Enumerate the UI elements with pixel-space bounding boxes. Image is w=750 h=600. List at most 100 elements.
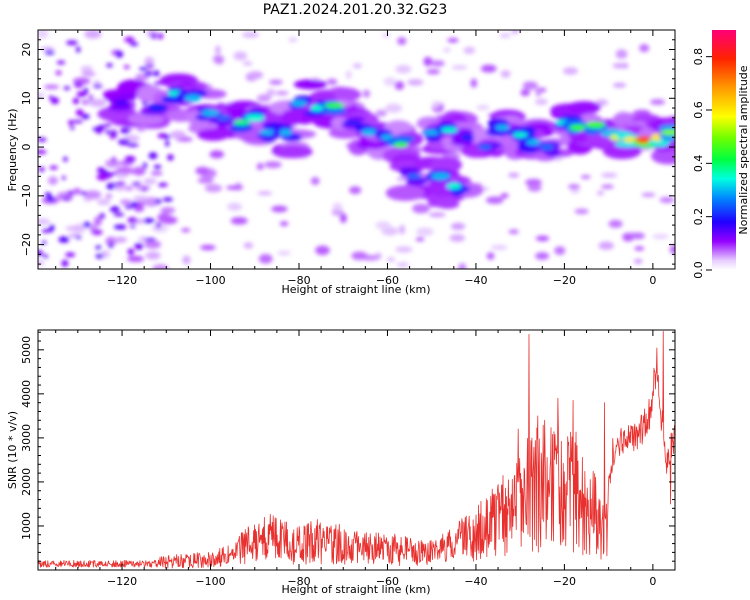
heatmap-noise-cell <box>416 227 434 236</box>
heatmap-noise-cell <box>248 71 264 80</box>
heatmap-noise-cell <box>82 221 91 228</box>
heatmap-noise-cell <box>669 244 675 254</box>
heatmap-noise-cell <box>70 126 75 130</box>
heatmap-noise-cell <box>55 70 62 75</box>
heatmap-noise-cell <box>38 218 51 226</box>
heatmap-noise-cell <box>612 62 627 69</box>
heatmap-noise-cell <box>522 81 538 90</box>
heatmap-noise-cell <box>143 218 155 224</box>
heatmap-ridge-core <box>569 124 587 131</box>
heatmap-noise-cell <box>110 171 119 176</box>
heatmap-noise-cell <box>394 81 405 90</box>
heatmap-noise-cell <box>574 208 589 215</box>
heatmap-noise-cell <box>113 224 124 230</box>
heatmap-ridge-cell <box>213 118 235 125</box>
heatmap-noise-cell <box>200 244 216 251</box>
heatmap-noise-cell <box>49 165 58 170</box>
heatmap-ridge-core <box>635 136 653 144</box>
heatmap-noise-cell <box>269 79 283 85</box>
heatmap-noise-cell <box>150 170 163 176</box>
heatmap-noise-cell <box>155 222 162 229</box>
heatmap-noise-cell <box>508 229 519 234</box>
heatmap-noise-cell <box>525 178 542 186</box>
heatmap-noise-cell <box>332 202 343 211</box>
heatmap-noise-cell <box>155 198 162 205</box>
heatmap-halo-cell <box>280 109 303 126</box>
heatmap-noise-cell <box>38 260 45 266</box>
heatmap-halo-cell <box>385 185 425 201</box>
heatmap-noise-cell <box>257 191 273 196</box>
heatmap-halo-cell <box>274 145 313 159</box>
y-tick-label: 5000 <box>20 336 33 364</box>
heatmap-noise-cell <box>154 81 160 86</box>
heatmap-noise-cell <box>195 166 210 175</box>
heatmap-noise-cell <box>126 142 139 147</box>
heatmap-noise-cell <box>412 203 430 214</box>
heatmap-noise-cell <box>160 207 176 214</box>
heatmap-halo-cell <box>436 199 460 209</box>
heatmap-noise-cell <box>162 197 173 202</box>
heatmap-noise-cell <box>527 183 542 192</box>
x-tick-label: −60 <box>376 575 399 588</box>
heatmap-noise-cell <box>130 224 136 228</box>
heatmap-noise-cell <box>131 182 141 186</box>
heatmap-noise-cell <box>144 71 153 77</box>
heatmap-noise-cell <box>127 217 138 223</box>
heatmap-noise-cell <box>75 235 82 240</box>
heatmap-noise-cell <box>230 217 248 225</box>
heatmap-noise-cell <box>396 262 409 267</box>
heatmap-noise-cell <box>81 99 89 105</box>
heatmap-noise-cell <box>511 30 519 35</box>
heatmap-halo-cell <box>427 178 457 197</box>
y-tick-label: 4000 <box>20 380 33 408</box>
heatmap-halo-cell <box>293 79 327 90</box>
heatmap-noise-cell <box>580 175 591 179</box>
heatmap-noise-cell <box>129 42 139 46</box>
heatmap-noise-cell <box>534 98 548 106</box>
heatmap-noise-cell <box>142 187 147 192</box>
heatmap-noise-cell <box>349 186 362 195</box>
heatmap-noise-cell <box>105 193 113 199</box>
heatmap-ridge-core <box>258 129 278 136</box>
heatmap-noise-cell <box>277 250 291 256</box>
heatmap-noise-cell <box>127 249 133 254</box>
heatmap-noise-cell <box>106 172 113 178</box>
figure-title: PAZ1.2024.201.20.32.G23 <box>263 2 448 18</box>
heatmap-ridge-core <box>147 104 167 112</box>
x-tick-label: −80 <box>287 575 310 588</box>
heatmap-noise-cell <box>100 170 110 175</box>
colorbar-tick-label: 0.6 <box>692 101 705 119</box>
heatmap-noise-cell <box>351 251 368 261</box>
heatmap-ridge-cell <box>120 93 137 101</box>
heatmap-noise-cell <box>104 123 112 127</box>
heatmap-noise-cell <box>659 196 675 204</box>
heatmap-noise-cell <box>118 138 130 146</box>
spectrogram-heatmap <box>38 30 675 269</box>
heatmap-noise-cell <box>535 235 550 242</box>
heatmap-noise-cell <box>204 184 223 193</box>
heatmap-noise-cell <box>153 70 160 77</box>
x-tick-label: −60 <box>376 274 399 287</box>
heatmap-ridge-core <box>461 133 474 141</box>
heatmap-noise-cell <box>182 255 191 265</box>
heatmap-halo-cell <box>663 116 675 127</box>
heatmap-noise-cell <box>133 205 145 212</box>
heatmap-noise-cell <box>170 130 186 139</box>
heatmap-noise-cell <box>639 44 650 53</box>
heatmap-ridge-core <box>201 109 220 117</box>
heatmap-noise-cell <box>386 257 396 262</box>
heatmap-noise-cell <box>95 245 102 250</box>
heatmap-noise-cell <box>264 161 282 169</box>
heatmap-noise-cell <box>76 91 87 97</box>
heatmap-halo-cell <box>127 112 165 125</box>
x-tick-label: −100 <box>195 274 225 287</box>
heatmap-noise-cell <box>97 198 111 206</box>
x-tick-label: −20 <box>553 575 576 588</box>
heatmap-noise-cell <box>598 241 614 250</box>
heatmap-noise-cell <box>113 212 125 217</box>
heatmap-noise-cell <box>65 252 76 258</box>
heatmap-noise-cell <box>80 191 87 196</box>
heatmap-noise-cell <box>72 120 83 124</box>
heatmap-noise-cell <box>383 77 397 87</box>
